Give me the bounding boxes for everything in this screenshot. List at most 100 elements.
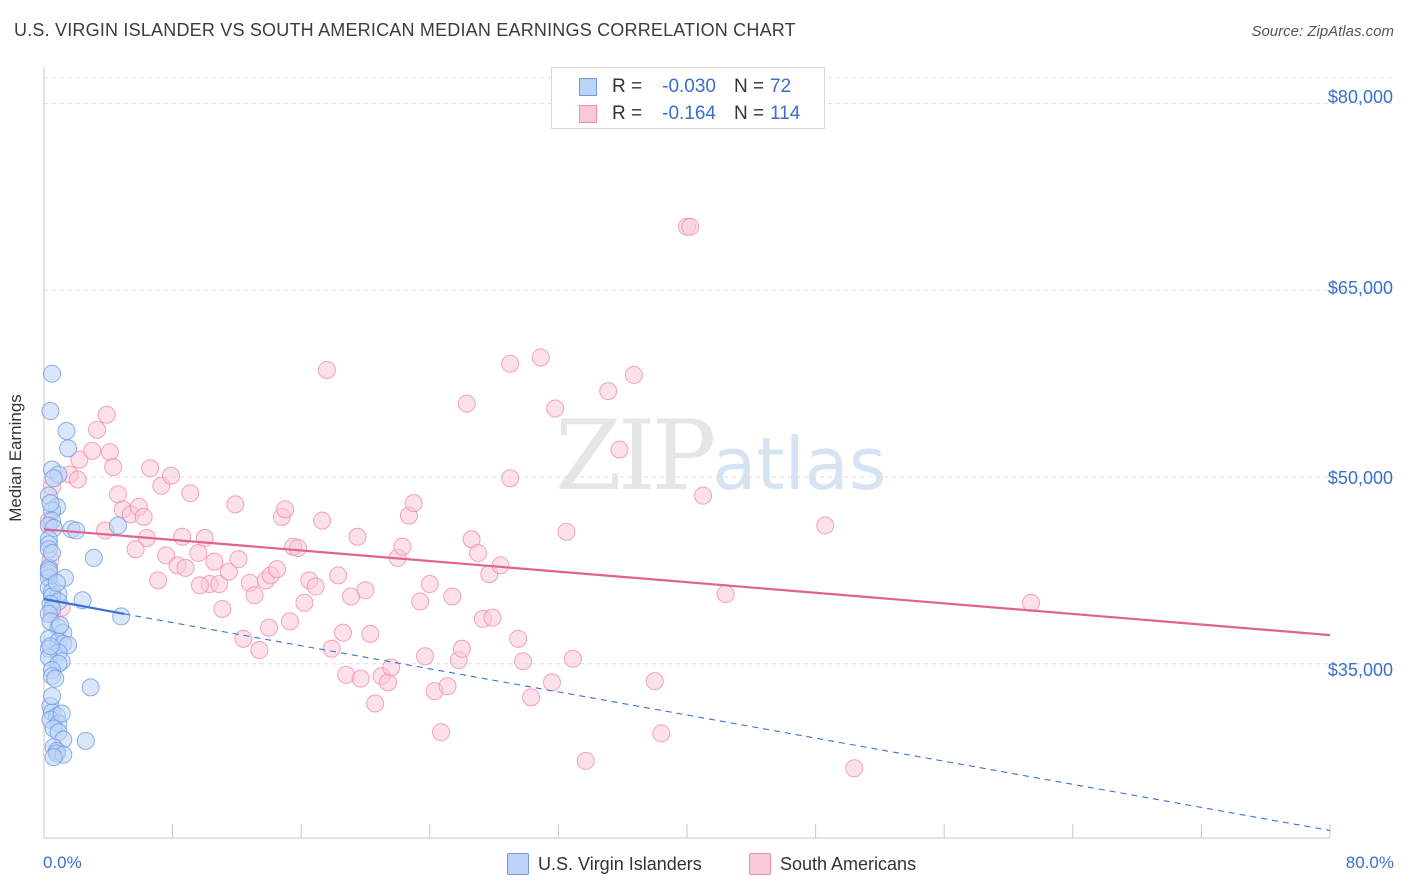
point-virgin-islanders: [108, 516, 127, 535]
point-virgin-islanders: [57, 421, 76, 440]
y-tick-50000: $50,000: [1327, 468, 1393, 488]
point-south-americans: [280, 612, 299, 631]
point-south-americans: [141, 459, 160, 478]
point-south-americans: [361, 624, 380, 643]
watermark-atlas: atlas: [712, 422, 887, 506]
legend-swatch-pink: [749, 853, 771, 875]
r-label: R =: [612, 76, 643, 97]
point-south-americans: [501, 469, 520, 488]
point-south-americans: [134, 507, 153, 526]
point-south-americans: [288, 538, 307, 557]
point-south-americans: [104, 458, 123, 477]
point-virgin-islanders: [43, 687, 62, 706]
point-south-americans: [576, 751, 595, 770]
correlation-stats-box: R = -0.030 N = 72 R = -0.164 N = 114: [551, 67, 825, 129]
point-south-americans: [88, 420, 107, 439]
point-south-americans: [509, 629, 528, 648]
point-south-americans: [181, 484, 200, 503]
point-south-americans: [157, 546, 176, 565]
point-south-americans: [652, 724, 671, 743]
point-virgin-islanders: [44, 748, 63, 767]
point-south-americans: [348, 527, 367, 546]
point-south-americans: [317, 360, 336, 379]
point-virgin-islanders: [59, 439, 78, 458]
point-south-americans: [624, 365, 643, 384]
trendline-virgin-islanders-extension: [124, 613, 1331, 832]
point-south-americans: [260, 618, 279, 637]
point-south-americans: [306, 577, 325, 596]
point-south-americans: [322, 639, 341, 658]
point-south-americans: [599, 382, 618, 401]
legend-label: South Americans: [780, 854, 917, 874]
stats-row-south-americans: R = -0.164 N = 114: [552, 101, 824, 127]
point-south-americans: [229, 550, 248, 569]
point-south-americans: [522, 688, 541, 707]
point-south-americans: [83, 441, 102, 460]
r-value: -0.164: [662, 103, 716, 124]
point-south-americans: [70, 450, 89, 469]
n-label: N =: [734, 103, 765, 124]
point-south-americans: [97, 405, 116, 424]
watermark-zip: ZIP: [555, 400, 716, 512]
point-south-americans: [382, 658, 401, 677]
point-south-americans: [149, 571, 168, 590]
point-south-americans: [210, 575, 229, 594]
point-south-americans: [1022, 593, 1041, 612]
point-south-americans: [557, 522, 576, 541]
r-label: R =: [612, 103, 643, 124]
point-south-americans: [393, 537, 412, 556]
n-value: 72: [770, 76, 792, 97]
point-south-americans: [546, 399, 565, 418]
point-south-americans: [276, 500, 295, 519]
point-south-americans: [313, 511, 332, 530]
point-south-americans: [469, 543, 488, 562]
point-virgin-islanders: [41, 637, 60, 656]
n-label: N =: [734, 76, 765, 97]
chart-title: U.S. VIRGIN ISLANDER VS SOUTH AMERICAN M…: [14, 20, 796, 40]
stats-row-virgin-islanders: R = -0.030 N = 72: [552, 74, 824, 100]
point-south-americans: [250, 641, 269, 660]
point-south-americans: [329, 566, 348, 585]
point-south-americans: [234, 629, 253, 648]
point-south-americans: [333, 623, 352, 642]
point-virgin-islanders: [51, 616, 70, 635]
point-virgin-islanders: [43, 543, 62, 562]
point-virgin-islanders: [112, 607, 131, 626]
point-south-americans: [457, 394, 476, 413]
point-south-americans: [161, 466, 180, 485]
point-south-americans: [438, 677, 457, 696]
n-value: 114: [770, 103, 801, 124]
point-south-americans: [542, 673, 561, 692]
point-south-americans: [219, 562, 238, 581]
point-south-americans: [610, 440, 629, 459]
point-virgin-islanders: [44, 469, 63, 488]
point-south-americans: [432, 723, 451, 742]
point-virgin-islanders: [52, 704, 71, 723]
zipatlas-watermark: ZIPatlas: [555, 400, 886, 512]
trendline-virgin-islanders: [43, 597, 125, 616]
point-south-americans: [351, 669, 370, 688]
point-south-americans: [816, 516, 835, 535]
point-south-americans: [563, 649, 582, 668]
point-south-americans: [226, 495, 245, 514]
point-south-americans: [100, 443, 119, 462]
point-south-americans: [411, 592, 430, 611]
point-south-americans: [190, 576, 209, 595]
point-south-americans: [501, 354, 520, 373]
point-south-americans: [483, 608, 502, 627]
source-label: Source: ZipAtlas.com: [1251, 23, 1394, 40]
point-virgin-islanders: [46, 669, 65, 688]
legend-label: U.S. Virgin Islanders: [538, 854, 702, 874]
point-south-americans: [379, 673, 398, 692]
point-south-americans: [268, 560, 287, 579]
point-virgin-islanders: [41, 494, 60, 513]
legend-swatch-blue: [507, 853, 529, 875]
point-south-americans: [845, 759, 864, 778]
point-south-americans: [443, 587, 462, 606]
point-virgin-islanders: [84, 548, 103, 567]
point-south-americans: [108, 485, 127, 504]
x-tick-min: 0.0%: [43, 853, 82, 872]
y-tick-80000: $80,000: [1327, 87, 1393, 107]
point-south-americans: [452, 639, 471, 658]
